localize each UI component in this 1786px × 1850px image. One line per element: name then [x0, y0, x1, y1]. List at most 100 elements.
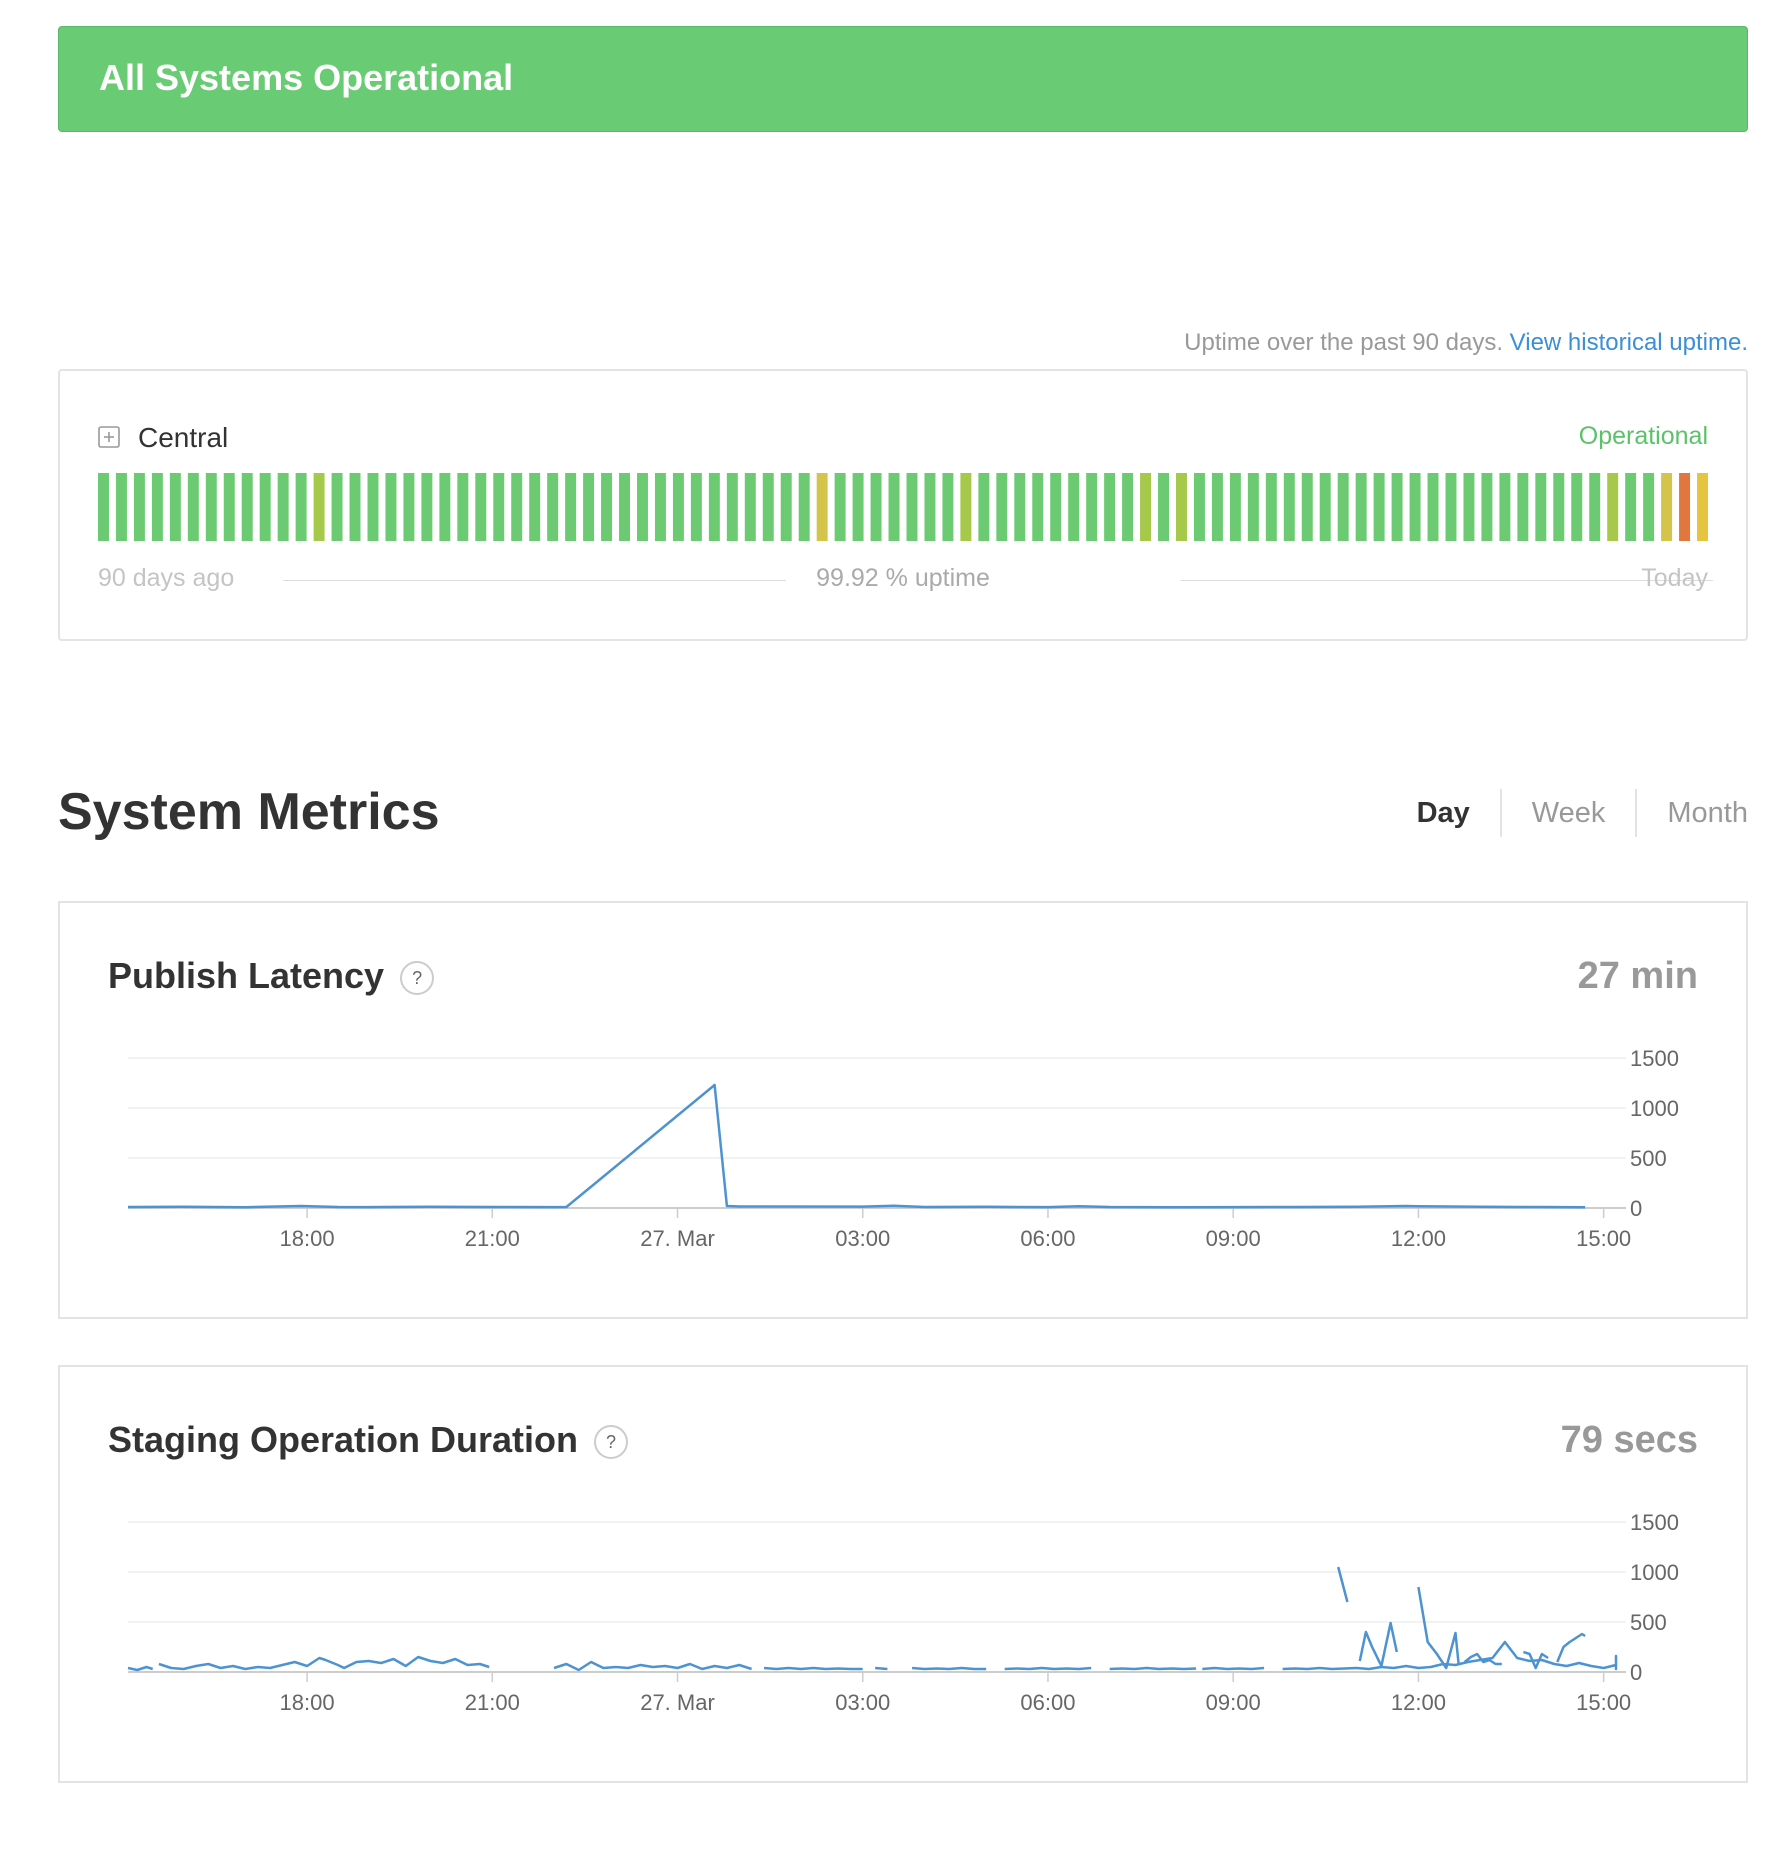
component-name[interactable]: Central — [138, 422, 229, 453]
uptime-day-bar[interactable] — [187, 473, 199, 541]
uptime-day-bar[interactable] — [1211, 473, 1223, 541]
tab-month[interactable]: Month — [1667, 796, 1748, 829]
uptime-day-bar[interactable] — [1140, 473, 1152, 541]
uptime-day-bar[interactable] — [942, 473, 954, 541]
uptime-day-bar[interactable] — [1193, 473, 1205, 541]
uptime-day-bar[interactable] — [601, 473, 613, 541]
uptime-day-bar[interactable] — [1607, 473, 1619, 541]
uptime-day-bar[interactable] — [1679, 473, 1691, 541]
uptime-day-bar[interactable] — [1301, 473, 1313, 541]
uptime-day-bar[interactable] — [816, 473, 828, 541]
uptime-day-bar[interactable] — [1445, 473, 1457, 541]
uptime-day-bar[interactable] — [439, 473, 451, 541]
uptime-day-bar[interactable] — [960, 473, 972, 541]
uptime-day-bar[interactable] — [241, 473, 253, 541]
uptime-day-bar[interactable] — [1589, 473, 1601, 541]
uptime-day-bar[interactable] — [1086, 473, 1098, 541]
uptime-day-bar[interactable] — [798, 473, 810, 541]
uptime-day-bar[interactable] — [529, 473, 541, 541]
uptime-day-bar[interactable] — [1625, 473, 1637, 541]
uptime-day-bar[interactable] — [906, 473, 918, 541]
help-icon[interactable]: ? — [594, 1425, 629, 1460]
uptime-day-bar[interactable] — [1499, 473, 1511, 541]
uptime-day-bar[interactable] — [223, 473, 235, 541]
uptime-day-bar[interactable] — [1409, 473, 1421, 541]
uptime-day-bar[interactable] — [385, 473, 397, 541]
uptime-day-bar[interactable] — [1481, 473, 1493, 541]
uptime-day-bar[interactable] — [1122, 473, 1134, 541]
uptime-day-bar[interactable] — [690, 473, 702, 541]
x-tick-label: 09:00 — [1206, 1226, 1261, 1251]
uptime-day-bar[interactable] — [1661, 473, 1673, 541]
uptime-day-bar[interactable] — [619, 473, 630, 541]
uptime-day-bar[interactable] — [1373, 473, 1385, 541]
uptime-day-bar[interactable] — [349, 473, 361, 541]
uptime-day-bar[interactable] — [1697, 473, 1708, 541]
uptime-day-bar[interactable] — [115, 473, 127, 541]
uptime-day-bar[interactable] — [1571, 473, 1583, 541]
uptime-day-bar[interactable] — [637, 473, 648, 541]
uptime-day-bar[interactable] — [1535, 473, 1547, 541]
uptime-day-bar[interactable] — [1050, 473, 1062, 541]
uptime-day-bar[interactable] — [1517, 473, 1529, 541]
uptime-day-bar[interactable] — [98, 473, 109, 541]
uptime-day-bar[interactable] — [169, 473, 181, 541]
uptime-day-bar[interactable] — [277, 473, 289, 541]
view-historical-uptime-link[interactable]: View historical uptime. — [1509, 329, 1748, 356]
uptime-day-bar[interactable] — [583, 473, 595, 541]
uptime-day-bar[interactable] — [996, 473, 1008, 541]
uptime-day-bar[interactable] — [367, 473, 379, 541]
uptime-day-bar[interactable] — [1463, 473, 1475, 541]
uptime-day-bar[interactable] — [1247, 473, 1259, 541]
uptime-day-bar[interactable] — [1355, 473, 1367, 541]
uptime-day-bar[interactable] — [493, 473, 505, 541]
uptime-day-bar[interactable] — [1265, 473, 1277, 541]
uptime-day-bar[interactable] — [1319, 473, 1331, 541]
uptime-day-bar[interactable] — [654, 473, 666, 541]
help-icon[interactable]: ? — [400, 961, 435, 996]
uptime-day-bar[interactable] — [1337, 473, 1349, 541]
uptime-day-bar[interactable] — [1158, 473, 1169, 541]
tab-day[interactable]: Day — [1416, 796, 1470, 829]
uptime-day-bar[interactable] — [205, 473, 217, 541]
uptime-day-bar[interactable] — [1104, 473, 1116, 541]
uptime-day-bar[interactable] — [295, 473, 307, 541]
uptime-day-bar[interactable] — [924, 473, 936, 541]
tab-week[interactable]: Week — [1531, 796, 1606, 829]
uptime-day-bar[interactable] — [331, 473, 343, 541]
publish-latency-label: Publish Latency — [108, 955, 385, 996]
uptime-day-bar[interactable] — [457, 473, 469, 541]
uptime-day-bar[interactable] — [672, 473, 684, 541]
uptime-day-bar[interactable] — [547, 473, 559, 541]
uptime-day-bar[interactable] — [475, 473, 487, 541]
uptime-day-bar[interactable] — [151, 473, 163, 541]
uptime-day-bar[interactable] — [565, 473, 577, 541]
uptime-day-bar[interactable] — [1427, 473, 1439, 541]
uptime-day-bar[interactable] — [1032, 473, 1044, 541]
uptime-day-bar[interactable] — [726, 473, 738, 541]
expand-icon[interactable] — [98, 426, 120, 448]
uptime-day-bar[interactable] — [1391, 473, 1403, 541]
uptime-day-bar[interactable] — [1643, 473, 1655, 541]
uptime-day-bar[interactable] — [1283, 473, 1295, 541]
uptime-day-bar[interactable] — [511, 473, 523, 541]
uptime-day-bar[interactable] — [870, 473, 882, 541]
uptime-day-bar[interactable] — [1553, 473, 1565, 541]
uptime-day-bar[interactable] — [403, 473, 415, 541]
uptime-day-bar[interactable] — [133, 473, 145, 541]
uptime-day-bar[interactable] — [834, 473, 846, 541]
uptime-day-bar[interactable] — [421, 473, 433, 541]
uptime-day-bar[interactable] — [780, 473, 792, 541]
uptime-day-bar[interactable] — [259, 473, 271, 541]
uptime-day-bar[interactable] — [1068, 473, 1080, 541]
uptime-day-bar[interactable] — [1229, 473, 1241, 541]
uptime-day-bar[interactable] — [762, 473, 774, 541]
uptime-day-bar[interactable] — [852, 473, 864, 541]
uptime-day-bar[interactable] — [1014, 473, 1026, 541]
uptime-day-bar[interactable] — [1176, 473, 1187, 541]
uptime-day-bar[interactable] — [708, 473, 720, 541]
uptime-day-bar[interactable] — [888, 473, 900, 541]
uptime-day-bar[interactable] — [978, 473, 990, 541]
uptime-day-bar[interactable] — [744, 473, 756, 541]
uptime-day-bar[interactable] — [313, 473, 325, 541]
